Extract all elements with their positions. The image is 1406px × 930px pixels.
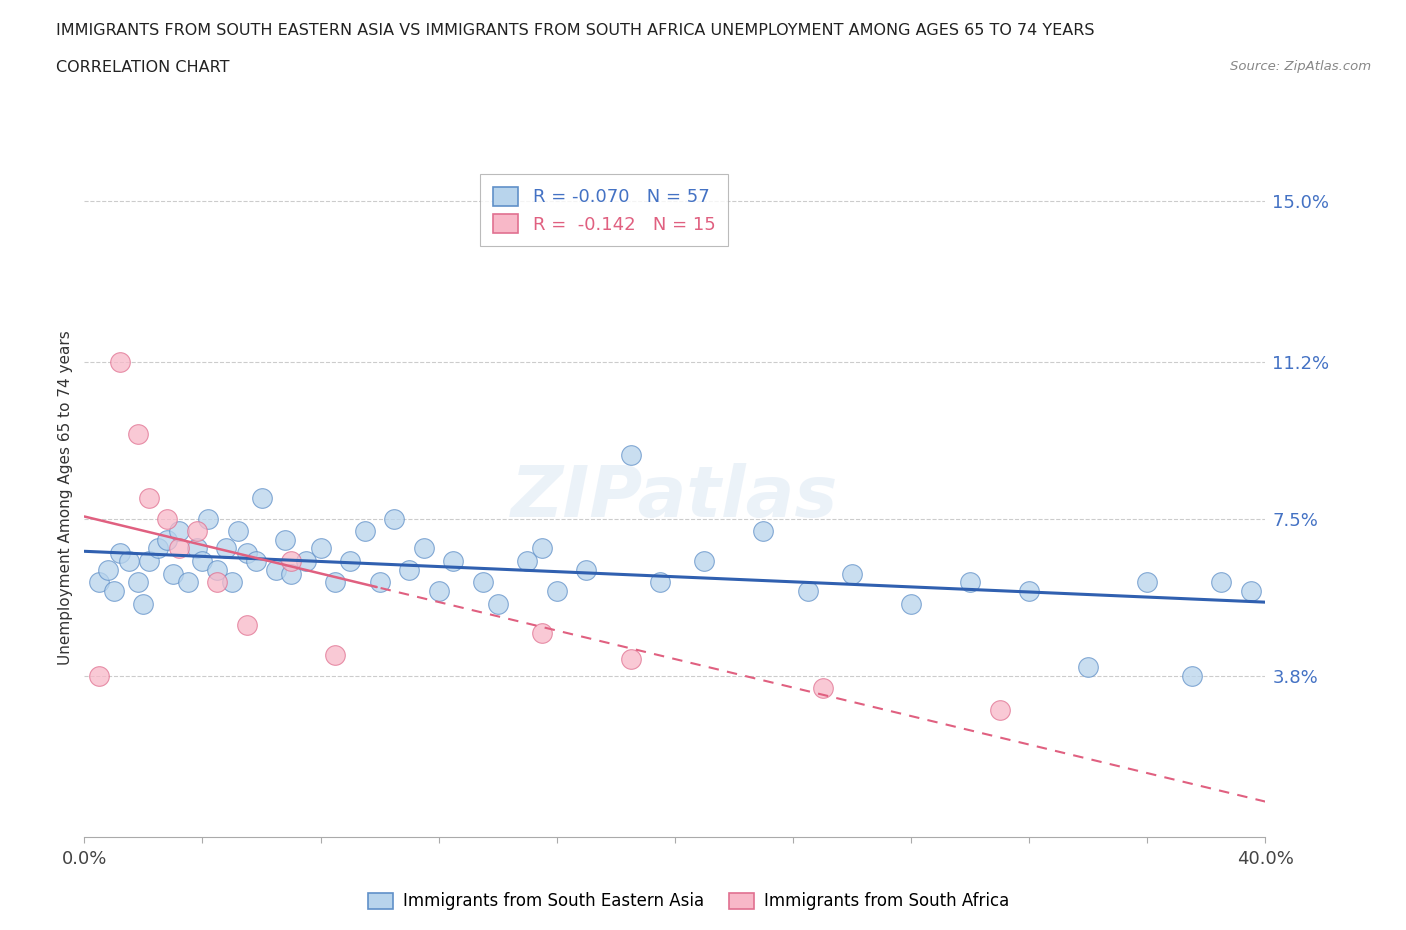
Point [959, 575, 981, 590]
Point [186, 541, 208, 556]
Point [1181, 669, 1204, 684]
Point [516, 553, 538, 568]
Point [162, 566, 184, 581]
Point [191, 553, 214, 568]
Point [156, 533, 179, 548]
Point [1018, 583, 1040, 598]
Point [619, 447, 641, 462]
Point [280, 553, 302, 568]
Point [127, 575, 149, 590]
Point [796, 583, 818, 598]
Point [575, 563, 598, 578]
Point [413, 541, 436, 556]
Point [1136, 575, 1159, 590]
Point [398, 563, 420, 578]
Text: CORRELATION CHART: CORRELATION CHART [56, 60, 229, 75]
Point [1209, 575, 1232, 590]
Point [274, 533, 297, 548]
Text: ZIPatlas: ZIPatlas [512, 463, 838, 532]
Point [226, 525, 249, 539]
Point [382, 512, 406, 526]
Legend: Immigrants from South Eastern Asia, Immigrants from South Africa: Immigrants from South Eastern Asia, Immi… [361, 885, 1017, 917]
Point [264, 563, 288, 578]
Point [339, 553, 361, 568]
Point [103, 583, 125, 598]
Point [441, 553, 464, 568]
Point [132, 596, 155, 611]
Point [323, 575, 347, 590]
Point [108, 545, 131, 560]
Point [89, 575, 111, 590]
Point [148, 541, 170, 556]
Point [280, 566, 302, 581]
Point [811, 681, 834, 696]
Point [127, 427, 149, 442]
Point [236, 618, 259, 632]
Point [295, 553, 318, 568]
Text: IMMIGRANTS FROM SOUTH EASTERN ASIA VS IMMIGRANTS FROM SOUTH AFRICA UNEMPLOYMENT : IMMIGRANTS FROM SOUTH EASTERN ASIA VS IM… [56, 23, 1095, 38]
Point [250, 490, 273, 505]
Point [186, 525, 208, 539]
Y-axis label: Unemployment Among Ages 65 to 74 years: Unemployment Among Ages 65 to 74 years [58, 330, 73, 665]
Point [427, 583, 450, 598]
Point [323, 647, 347, 662]
Point [486, 596, 509, 611]
Point [309, 541, 332, 556]
Point [118, 553, 141, 568]
Point [108, 354, 131, 369]
Point [472, 575, 495, 590]
Point [205, 575, 228, 590]
Point [89, 669, 111, 684]
Point [900, 596, 922, 611]
Point [530, 541, 553, 556]
Point [354, 525, 377, 539]
Point [167, 525, 190, 539]
Point [1077, 660, 1099, 675]
Point [138, 553, 160, 568]
Point [97, 563, 120, 578]
Point [205, 563, 228, 578]
Point [197, 512, 219, 526]
Point [236, 545, 259, 560]
Point [693, 553, 716, 568]
Point [619, 651, 641, 666]
Point [221, 575, 243, 590]
Point [530, 626, 553, 641]
Point [215, 541, 238, 556]
Point [245, 553, 267, 568]
Point [156, 512, 179, 526]
Point [546, 583, 568, 598]
Point [368, 575, 391, 590]
Point [167, 541, 190, 556]
Point [988, 702, 1011, 717]
Point [752, 525, 775, 539]
Point [177, 575, 200, 590]
Point [841, 566, 863, 581]
Point [648, 575, 672, 590]
Point [1240, 583, 1263, 598]
Point [138, 490, 160, 505]
Legend: R = -0.070   N = 57, R =  -0.142   N = 15: R = -0.070 N = 57, R = -0.142 N = 15 [479, 174, 728, 246]
Text: Source: ZipAtlas.com: Source: ZipAtlas.com [1230, 60, 1371, 73]
